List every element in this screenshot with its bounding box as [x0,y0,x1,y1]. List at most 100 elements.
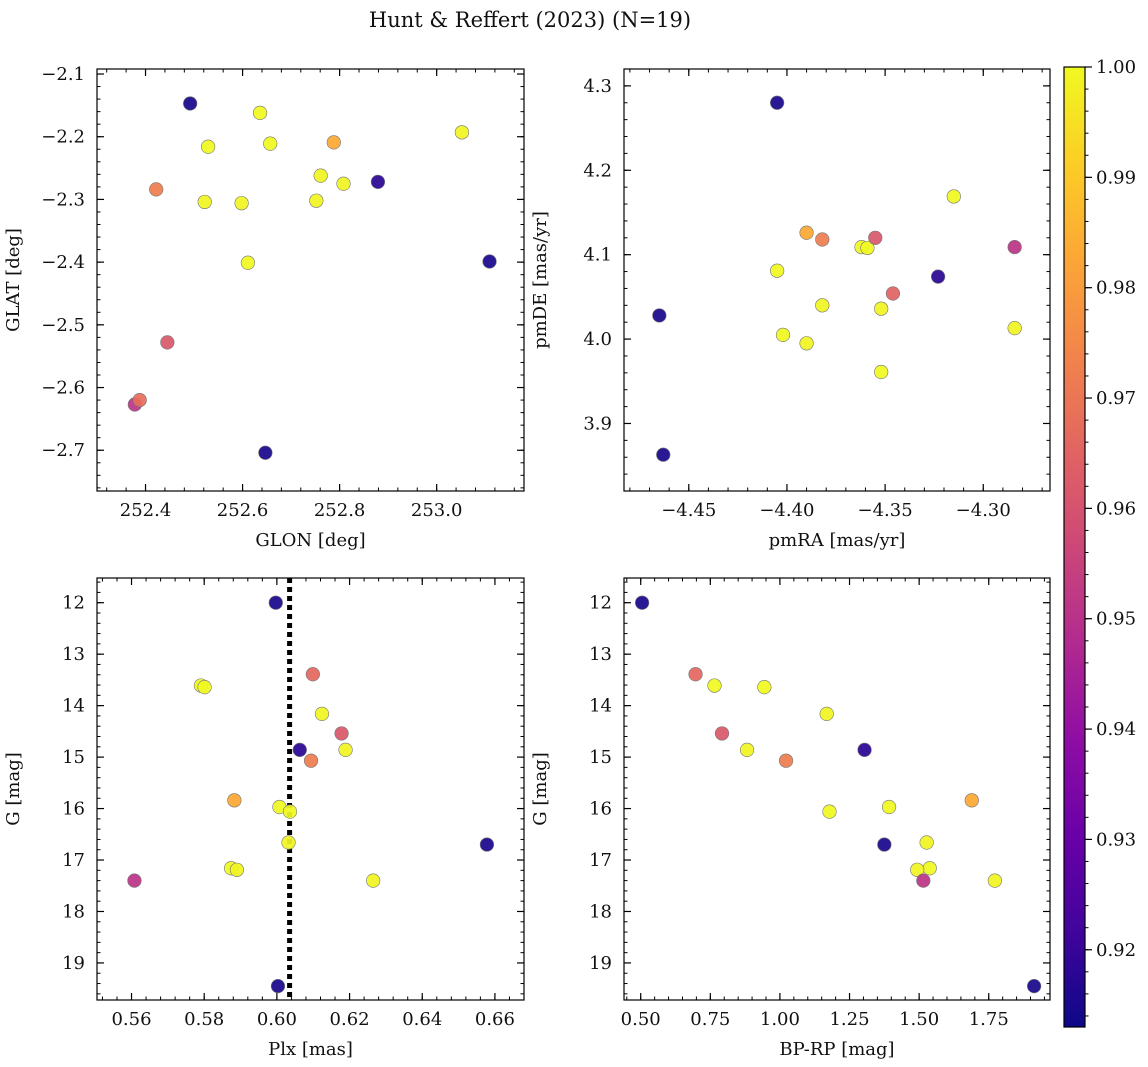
data-point [877,837,892,852]
data-point [946,189,961,204]
data-point [336,176,351,191]
y-tick-label: 14 [62,696,85,717]
data-point [132,392,147,408]
colorbar-gradient [1063,66,1086,1028]
plot-frame [623,577,1051,1001]
data-point [149,182,164,197]
y-tick-label: 4.2 [583,160,612,181]
data-point [234,196,249,211]
data-point [819,706,834,721]
data-point [868,230,883,245]
data-point [366,873,381,888]
data-point [860,240,875,256]
data-point [314,706,330,721]
data-point [338,742,353,757]
data-point [240,255,256,270]
data-point [964,793,979,808]
data-point [757,680,772,695]
data-point [916,873,931,888]
y-tick-label: 18 [589,901,612,922]
data-point [799,336,814,351]
colorbar-tick-label: 1.00 [1096,57,1136,78]
plot-frame [96,68,525,492]
y-tick-label: 19 [589,953,612,974]
data-point [634,595,650,610]
data-point [922,861,937,876]
y-tick-label: −2.4 [41,252,85,273]
x-tick-label: 1.00 [760,1009,800,1030]
y-tick-label: 3.9 [583,413,612,434]
x-tick-label: 0.62 [330,1009,370,1030]
y-tick-label: 16 [589,799,612,820]
y-tick-label: 4.3 [583,76,612,97]
panel-pmra-pmde: −4.45 −4.40 −4.35 −4.30 3.9 4.0 4.1 4.2 4.3 pmRA … [530,68,1051,551]
data-point [770,263,785,278]
y-tick-label: −2.6 [41,378,85,399]
y-tick-label: −2.7 [41,440,85,461]
x-tick-label: 1.75 [969,1009,1009,1030]
x-tick-label: 0.60 [257,1009,297,1030]
data-point [815,298,830,313]
data-point [305,667,320,682]
x-tick-label: 253.0 [411,500,463,521]
data-point [885,286,901,301]
data-point [227,793,242,808]
data-point [370,174,386,189]
y-tick-label: 17 [589,850,612,871]
plot-frame [96,577,525,1001]
data-point [1007,321,1022,336]
x-tick-label: 1.25 [829,1009,869,1030]
data-point [656,447,671,462]
y-tick-label: −2.3 [41,189,85,210]
y-tick-label: 19 [62,953,85,974]
y-tick-label: 17 [62,850,85,871]
data-point [1007,239,1022,255]
y-tick-label: 18 [62,901,85,922]
data-point [707,678,722,693]
x-tick-label: 1.50 [899,1009,939,1030]
data-point [815,232,830,247]
y-tick-label: 14 [589,696,612,717]
data-point [874,301,889,316]
x-tick-label: 252.8 [314,500,366,521]
x-tick-label: −4.35 [858,500,913,521]
data-point [334,726,349,741]
data-point [201,139,216,154]
x-axis-label: pmRA [mas/yr] [769,530,906,551]
data-point [775,327,791,342]
data-point [229,862,245,877]
data-point [770,95,785,110]
plot-frame [623,68,1051,492]
x-tick-label: 0.56 [111,1009,151,1030]
data-point [652,308,667,323]
colorbar-tick-label: 0.98 [1096,278,1136,299]
data-point [822,804,837,819]
data-point [281,835,296,850]
colorbar: 0.92 0.93 0.94 0.95 0.96 0.97 0.98 0.99 1.00 [1063,57,1136,1028]
x-tick-label: −4.30 [956,500,1011,521]
y-tick-label: 4.1 [583,245,612,266]
x-tick-label: 0.58 [184,1009,224,1030]
y-tick-label: −2.5 [41,315,85,336]
data-point [183,96,198,111]
y-tick-label: 4.0 [583,329,612,350]
x-tick-label: 252.6 [217,500,269,521]
x-axis-label: BP-RP [mag] [779,1039,894,1060]
data-point [197,680,212,695]
data-point [857,742,872,757]
y-tick-label: −2.2 [41,127,85,148]
y-axis-label: GLAT [deg] [3,228,24,332]
data-point [313,168,328,183]
y-tick-label: 16 [62,799,85,820]
data-point [919,835,934,850]
data-point [1027,979,1042,994]
y-tick-label: 12 [589,593,612,614]
colorbar-tick-label: 0.92 [1096,940,1136,961]
y-tick-label: 15 [589,747,612,768]
data-point [479,837,495,852]
data-point [292,742,307,757]
data-point [303,753,319,768]
data-point [799,225,814,240]
x-tick-label: −4.45 [661,500,716,521]
